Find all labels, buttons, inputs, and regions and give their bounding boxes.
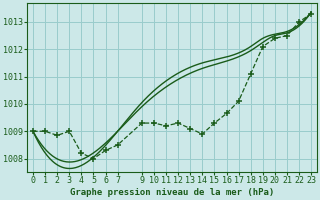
X-axis label: Graphe pression niveau de la mer (hPa): Graphe pression niveau de la mer (hPa) [70,188,274,197]
